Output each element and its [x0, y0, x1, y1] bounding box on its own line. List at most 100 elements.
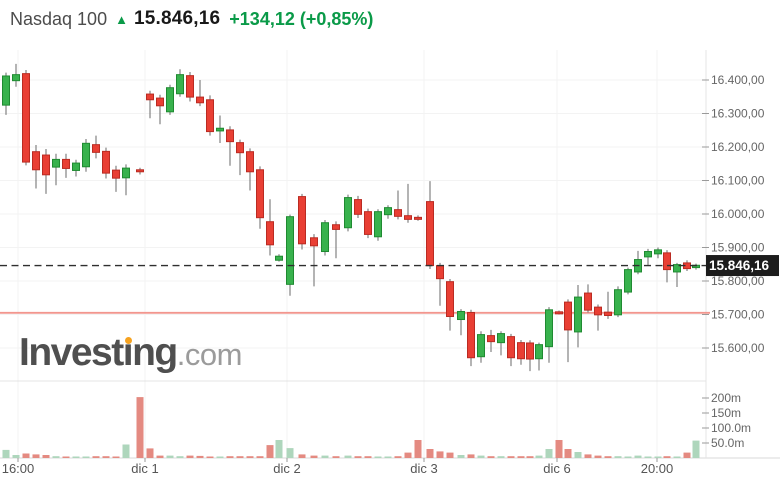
candle-body — [584, 292, 592, 311]
volume-bar — [12, 455, 20, 458]
candle-body — [614, 289, 622, 316]
volume-bar — [614, 456, 622, 458]
volume-bar — [384, 456, 392, 458]
candle-body — [446, 281, 454, 318]
volume-bar — [507, 456, 515, 458]
candle-body — [236, 142, 244, 154]
volume-bar — [310, 455, 318, 458]
candle-body — [42, 154, 50, 176]
volume-bar — [92, 456, 100, 458]
x-axis-label: dic 6 — [543, 461, 570, 476]
volume-bar — [136, 397, 144, 458]
price-label-box — [706, 255, 779, 277]
candle-body — [394, 209, 402, 217]
volume-bar — [246, 456, 254, 458]
volume-bar — [176, 456, 184, 458]
volume-bar — [102, 456, 110, 458]
candle-body — [52, 158, 60, 168]
volume-bar — [122, 444, 130, 458]
candle-body — [176, 74, 184, 95]
candle-body — [2, 75, 10, 106]
volume-bar — [286, 448, 294, 458]
y-axis-label: 16.100,00 — [711, 174, 765, 188]
candle-body — [22, 73, 30, 163]
candle-body — [374, 211, 382, 238]
x-axis-label: dic 3 — [410, 461, 437, 476]
y-axis-label: 16.400,00 — [711, 73, 765, 87]
candle-body — [344, 197, 352, 229]
volume-bar — [42, 455, 50, 458]
candle-body — [186, 75, 194, 98]
instrument-header: Nasdaq 100 ▲ 15.846,16 +134,12 (+0,85%) — [10, 7, 373, 31]
candle-body — [32, 151, 40, 171]
candle-body — [298, 196, 306, 245]
price-label-text: 15.846,16 — [709, 258, 770, 273]
volume-bar — [457, 455, 465, 458]
candle-body — [256, 169, 264, 219]
x-axis-label: dic 2 — [273, 461, 300, 476]
candle-body — [526, 342, 534, 360]
candle-body — [594, 306, 602, 316]
candle-body — [404, 215, 412, 220]
candle-body — [467, 311, 475, 359]
volume-bar — [82, 456, 90, 458]
candle-body — [112, 169, 120, 179]
candle-body — [364, 211, 372, 235]
candle-body — [535, 344, 543, 360]
candle-body — [216, 127, 224, 132]
volume-bar — [22, 453, 30, 458]
y-axis-label: 16.300,00 — [711, 107, 765, 121]
volume-bar — [32, 454, 40, 458]
volume-bar — [426, 449, 434, 458]
candle-body — [673, 264, 681, 273]
candle-body — [604, 311, 612, 317]
volume-bar — [62, 456, 70, 458]
y-axis-label: 16.200,00 — [711, 140, 765, 154]
x-axis-label: dic 1 — [131, 461, 158, 476]
price-change-percent: (+0,85%) — [299, 8, 374, 29]
candle-body — [517, 342, 525, 360]
volume-bar — [404, 452, 412, 458]
candle-body — [62, 158, 70, 169]
volume-axis-label: 200m — [711, 391, 741, 405]
volume-bar — [526, 456, 534, 458]
candle-body — [477, 334, 485, 358]
candle-body — [332, 224, 340, 230]
volume-bar — [2, 449, 10, 458]
candle-body — [72, 162, 80, 171]
candle-body — [146, 93, 154, 101]
volume-axis-label: 50.0m — [711, 436, 744, 450]
candle-body — [136, 169, 144, 173]
volume-bar — [344, 455, 352, 458]
candle-body — [82, 142, 90, 168]
volume-bar — [673, 456, 681, 458]
y-axis-label: 15.600,00 — [711, 341, 765, 355]
investing-watermark: Investı ng.com — [19, 331, 242, 383]
candle-body — [286, 216, 294, 285]
volume-bar — [594, 455, 602, 458]
volume-bar — [663, 456, 671, 458]
candle-body — [266, 221, 274, 246]
volume-bar — [574, 452, 582, 458]
volume-bar — [256, 456, 264, 458]
volume-bar — [236, 456, 244, 458]
candle-body — [555, 311, 563, 315]
candle-body — [574, 296, 582, 333]
candle-body — [310, 237, 318, 247]
volume-bar — [72, 456, 80, 458]
volume-bar — [364, 456, 372, 458]
volume-bar — [692, 440, 700, 458]
volume-bar — [226, 456, 234, 458]
volume-bar — [156, 455, 164, 458]
volume-bar — [196, 455, 204, 458]
volume-bar — [186, 455, 194, 458]
volume-bar — [332, 456, 340, 458]
last-price: 15.846,16 — [133, 8, 221, 29]
candle-body — [384, 207, 392, 216]
candle-body — [206, 99, 214, 133]
candle-body — [166, 87, 174, 113]
volume-bar — [436, 451, 444, 458]
volume-bar — [52, 456, 60, 458]
volume-bar — [497, 456, 505, 458]
